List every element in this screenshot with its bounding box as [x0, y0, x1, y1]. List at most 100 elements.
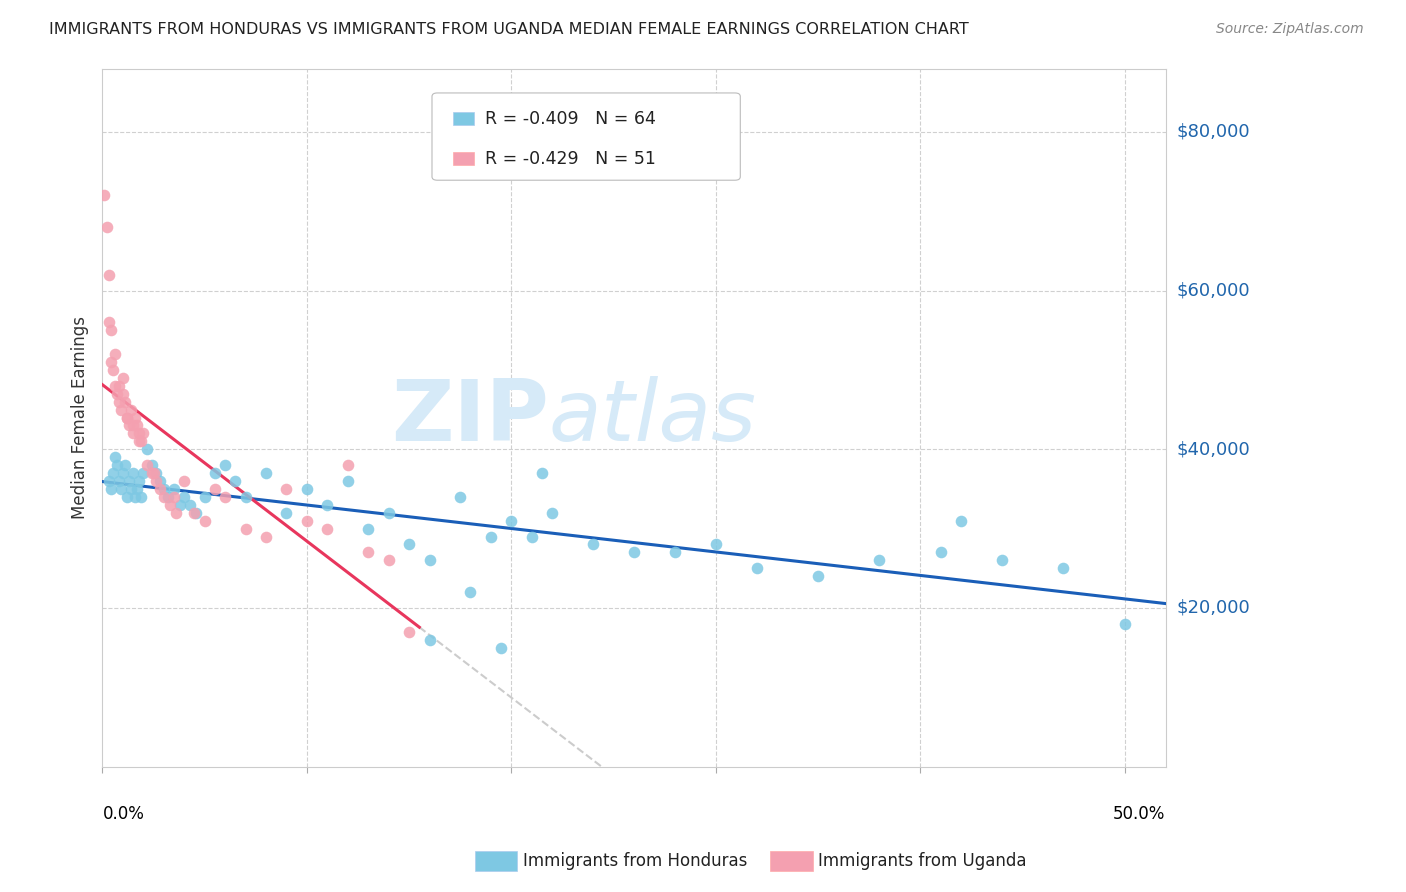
Point: [163, 490, 186, 504]
Point: [165, 506, 187, 520]
Point: [101, 466, 124, 480]
Point: [124, 490, 146, 504]
Point: [104, 450, 127, 465]
Point: [254, 530, 277, 544]
Point: [107, 379, 129, 393]
Point: [122, 466, 145, 480]
Point: [357, 545, 380, 559]
Point: [398, 624, 420, 639]
Point: [145, 466, 167, 480]
Point: [295, 482, 318, 496]
Point: [582, 537, 605, 551]
Point: [111, 386, 134, 401]
Point: [132, 426, 155, 441]
Point: [316, 522, 339, 536]
Point: [100, 482, 122, 496]
Point: [377, 506, 399, 520]
Point: [214, 458, 236, 472]
Point: [357, 522, 380, 536]
Point: [97, 268, 120, 282]
Point: [929, 545, 952, 559]
Point: [111, 371, 134, 385]
Point: [950, 514, 973, 528]
Point: [807, 569, 830, 583]
Text: Source: ZipAtlas.com: Source: ZipAtlas.com: [1216, 22, 1364, 37]
Point: [183, 506, 205, 520]
Point: [145, 474, 167, 488]
Point: [118, 418, 141, 433]
Point: [115, 490, 138, 504]
Point: [93, 188, 115, 202]
Point: [479, 530, 502, 544]
Point: [224, 474, 246, 488]
Point: [107, 474, 129, 488]
Bar: [453, 112, 474, 125]
Text: $20,000: $20,000: [1177, 599, 1250, 617]
Text: R = -0.409   N = 64: R = -0.409 N = 64: [485, 110, 655, 128]
Point: [276, 506, 298, 520]
Point: [186, 506, 208, 520]
Point: [100, 355, 122, 369]
Point: [149, 482, 172, 496]
Point: [110, 402, 132, 417]
Point: [173, 474, 195, 488]
Point: [100, 323, 122, 337]
Point: [104, 347, 127, 361]
Point: [745, 561, 768, 575]
Point: [104, 379, 127, 393]
Text: atlas: atlas: [548, 376, 756, 459]
Point: [664, 545, 686, 559]
Point: [127, 482, 149, 496]
Point: [991, 553, 1014, 567]
Point: [111, 466, 134, 480]
Point: [194, 490, 217, 504]
Point: [97, 315, 120, 329]
Point: [156, 490, 179, 504]
Point: [101, 363, 124, 377]
Point: [96, 220, 118, 235]
Point: [105, 458, 128, 472]
Point: [114, 394, 136, 409]
Text: Immigrants from Honduras: Immigrants from Honduras: [523, 852, 748, 870]
Point: [141, 466, 163, 480]
Point: [868, 553, 890, 567]
Point: [377, 553, 399, 567]
Point: [1052, 561, 1074, 575]
Point: [398, 537, 420, 551]
Point: [460, 585, 482, 599]
Point: [152, 482, 174, 496]
Point: [128, 474, 150, 488]
Point: [97, 474, 120, 488]
Point: [132, 466, 155, 480]
Point: [204, 466, 226, 480]
Point: [120, 402, 142, 417]
Point: [704, 537, 727, 551]
FancyBboxPatch shape: [432, 93, 741, 180]
Point: [136, 458, 159, 472]
Point: [276, 482, 298, 496]
Point: [107, 394, 129, 409]
Point: [127, 418, 149, 433]
Point: [141, 458, 163, 472]
Text: $80,000: $80,000: [1177, 123, 1250, 141]
Text: $40,000: $40,000: [1177, 441, 1250, 458]
Point: [541, 506, 564, 520]
Point: [254, 466, 277, 480]
Point: [295, 514, 318, 528]
Point: [530, 466, 553, 480]
Point: [122, 418, 145, 433]
Point: [204, 482, 226, 496]
Point: [136, 442, 159, 457]
Point: [124, 410, 146, 425]
Point: [489, 640, 512, 655]
Point: [449, 490, 471, 504]
Point: [128, 434, 150, 449]
Point: [194, 514, 217, 528]
Point: [122, 426, 145, 441]
Text: ZIP: ZIP: [391, 376, 548, 459]
Point: [235, 522, 257, 536]
Point: [129, 434, 152, 449]
Bar: [453, 153, 474, 165]
Point: [316, 498, 339, 512]
Point: [501, 514, 523, 528]
